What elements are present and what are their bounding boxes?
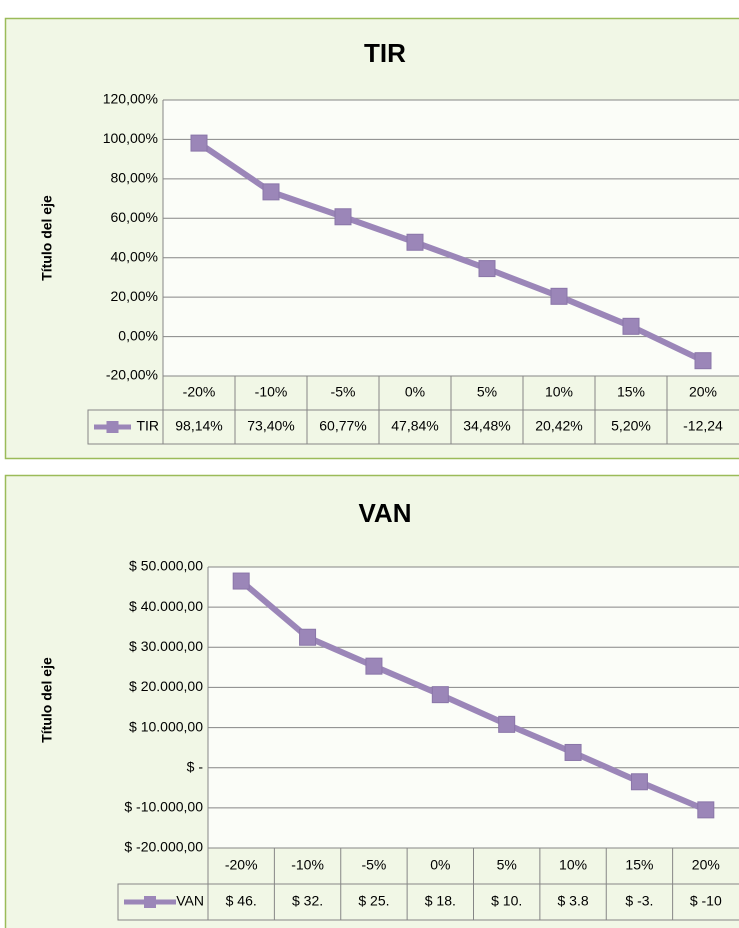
data-point (694, 352, 712, 370)
axis-title: Título del eje (39, 195, 55, 281)
data-label: -12,24 (683, 418, 723, 434)
chart-title: VAN (359, 498, 412, 528)
x-tick-label: 10% (559, 857, 587, 873)
y-tick-label: $ -20.000,00 (124, 839, 203, 855)
y-tick-label: 120,00% (103, 91, 158, 107)
y-tick-label: -20,00% (106, 367, 158, 383)
y-tick-label: $ 10.000,00 (129, 718, 203, 734)
data-point (299, 628, 317, 646)
axis-title: Título del eje (39, 657, 55, 743)
legend-marker (144, 896, 156, 908)
y-tick-label: $ 40.000,00 (129, 598, 203, 614)
y-tick-label: $ 20.000,00 (129, 678, 203, 694)
data-point (232, 572, 250, 590)
data-point (622, 317, 640, 335)
data-label: $ 18. (425, 893, 456, 909)
data-label: 60,77% (319, 418, 366, 434)
data-label: $ 25. (358, 893, 389, 909)
data-point (334, 208, 352, 226)
x-tick-label: 15% (625, 857, 653, 873)
x-tick-label: 0% (405, 384, 425, 400)
x-tick-label: -5% (331, 384, 356, 400)
data-point (498, 715, 516, 733)
data-label: $ -3. (625, 893, 653, 909)
y-tick-label: $ 50.000,00 (129, 558, 203, 574)
x-tick-label: -20% (225, 857, 258, 873)
x-tick-label: 20% (692, 857, 720, 873)
x-tick-label: 0% (430, 857, 450, 873)
chart: TIR Título del eje 120,00% 100,00% 80,00% 60,… (4, 17, 739, 460)
chart-title: TIR (364, 38, 406, 68)
y-tick-label: 0,00% (118, 327, 158, 343)
data-point (550, 287, 568, 305)
x-tick-label: -20% (183, 384, 216, 400)
data-point (190, 134, 208, 152)
data-point (262, 183, 280, 201)
data-point (630, 773, 648, 791)
series-line (197, 140, 705, 364)
y-tick-label: $ -10.000,00 (124, 799, 203, 815)
x-tick-label: 10% (545, 384, 573, 400)
data-label: 5,20% (611, 418, 651, 434)
data-point (431, 686, 449, 704)
data-label: $ 3.8 (557, 893, 588, 909)
data-label: 20,42% (535, 418, 582, 434)
table-row (117, 883, 739, 921)
legend-label: TIR (136, 418, 159, 434)
data-point (697, 801, 715, 819)
x-tick-label: 5% (497, 857, 517, 873)
data-point (365, 657, 383, 675)
data-label: $ -10 (690, 893, 722, 909)
data-label: $ 32. (292, 893, 323, 909)
y-tick-label: 60,00% (111, 209, 158, 225)
legend-label: VAN (176, 893, 204, 909)
data-point (478, 260, 496, 278)
y-tick-label: $ - (187, 758, 204, 774)
y-tick-label: 40,00% (111, 248, 158, 264)
y-tick-label: 20,00% (111, 288, 158, 304)
x-tick-label: 20% (689, 384, 717, 400)
data-label: $ 10. (491, 893, 522, 909)
x-tick-label: -10% (291, 857, 324, 873)
chart: VAN Título del eje $ 50.000,00 $ 40.000,00 $… (4, 474, 739, 928)
y-tick-label: 100,00% (103, 130, 158, 146)
series-line (239, 578, 707, 813)
table-row (87, 409, 739, 445)
data-point (564, 743, 582, 761)
x-tick-label: -10% (255, 384, 288, 400)
x-tick-label: 5% (477, 384, 497, 400)
y-tick-label: $ 30.000,00 (129, 638, 203, 654)
x-tick-label: -5% (361, 857, 386, 873)
data-label: 47,84% (391, 418, 438, 434)
y-tick-label: 80,00% (111, 170, 158, 186)
data-label: 98,14% (175, 418, 222, 434)
legend-marker (106, 421, 119, 433)
data-label: 34,48% (463, 418, 510, 434)
x-tick-label: 15% (617, 384, 645, 400)
data-point (406, 233, 424, 251)
data-label: 73,40% (247, 418, 294, 434)
data-label: $ 46. (226, 893, 257, 909)
